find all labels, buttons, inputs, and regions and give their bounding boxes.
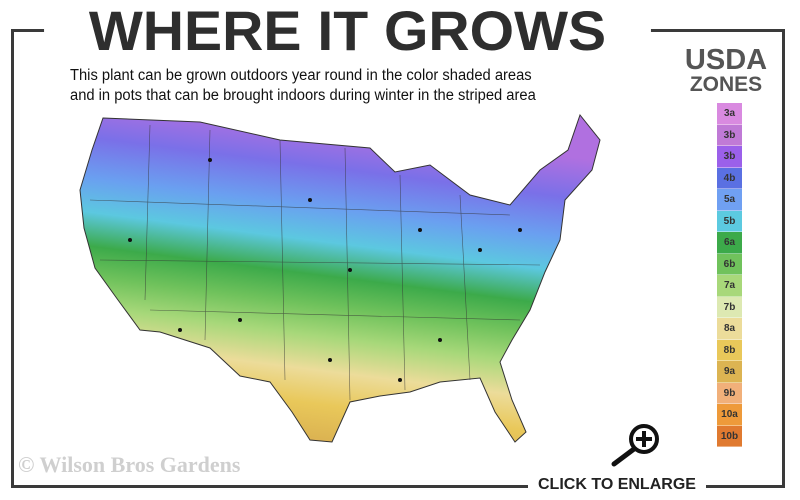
state-borders [89, 124, 541, 401]
legend-swatch-4b: 4b [717, 167, 742, 189]
legend-title-zones: ZONES [689, 73, 763, 96]
legend-title: USDA ZONES [676, 46, 776, 96]
city-dots [128, 158, 522, 382]
legend-swatch-5a: 5a [717, 189, 742, 211]
click-to-enlarge-button[interactable]: CLICK TO ENLARGE [528, 474, 706, 496]
subtitle-line-1: This plant can be grown outdoors year ro… [70, 67, 532, 84]
legend-swatch-8b: 8b [717, 339, 742, 361]
legend-swatch-6b: 6b [717, 253, 742, 275]
subtitle: This plant can be grown outdoors year ro… [70, 66, 602, 106]
legend-swatch-3b: 3b [717, 146, 742, 168]
copyright-watermark: © Wilson Bros Gardens [18, 452, 241, 477]
legend-swatch-7a: 7a [717, 275, 742, 297]
legend-swatch-10b: 10b [717, 425, 742, 447]
us-outline [79, 113, 601, 443]
legend-swatch-6a: 6a [717, 232, 742, 254]
legend-swatch-9a: 9a [717, 361, 742, 383]
legend-swatch-7b: 7b [717, 296, 742, 318]
legend-swatch-10a: 10a [717, 404, 742, 426]
zone-legend: 3a 3b 3b 4b 5a 5b 6a 6b 7a 7b 8a 8b 9a 9b 10a 10b [717, 103, 742, 447]
magnifier-plus-icon[interactable] [608, 422, 664, 468]
legend-swatch-9b: 9b [717, 382, 742, 404]
legend-title-usda: USDA [684, 44, 768, 76]
legend-swatch-3b: 3b [717, 124, 742, 146]
legend-swatch-8a: 8a [717, 318, 742, 340]
legend-swatch-3a: 3a [717, 103, 742, 125]
page-title: WHERE IT GROWS [44, 2, 651, 60]
subtitle-line-2: and in pots that can be brought indoors … [70, 87, 536, 104]
legend-swatch-5b: 5b [717, 210, 742, 232]
usda-zone-map[interactable] [70, 105, 610, 450]
